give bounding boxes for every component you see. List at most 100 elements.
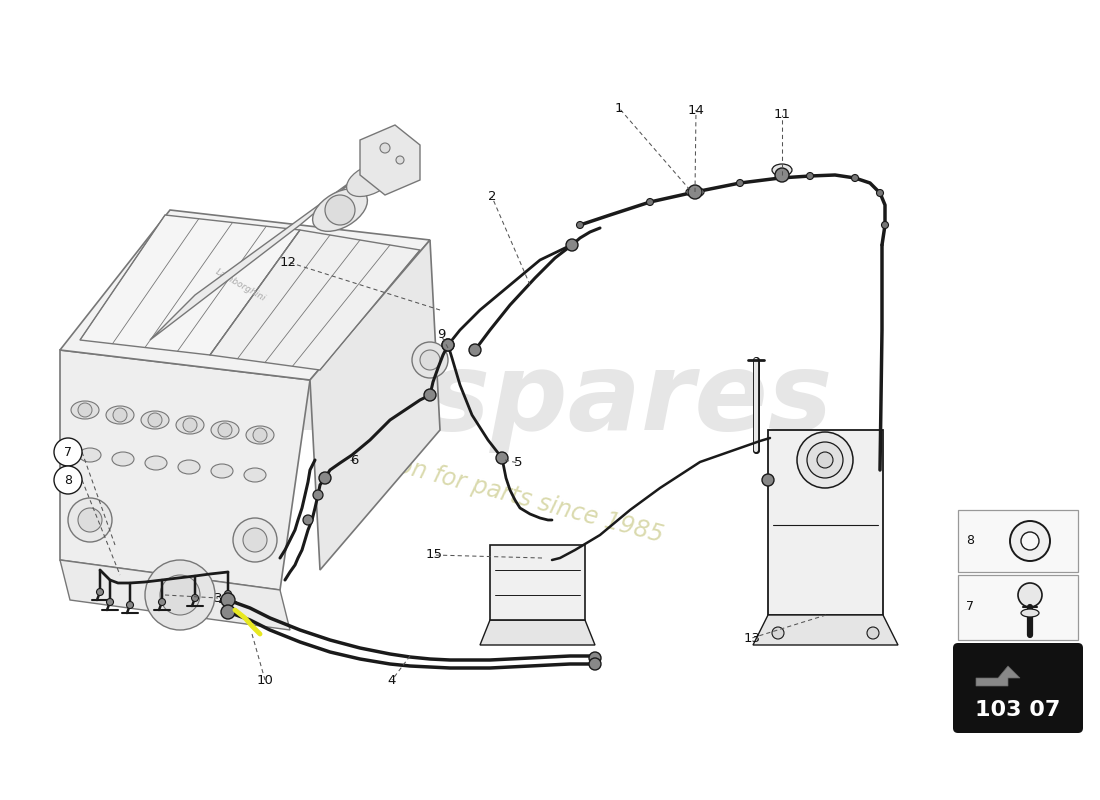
Text: 7: 7 — [966, 601, 974, 614]
Circle shape — [1010, 521, 1050, 561]
Circle shape — [126, 602, 133, 609]
Polygon shape — [360, 125, 420, 195]
Text: 4: 4 — [388, 674, 396, 686]
Text: Lamborghini: Lamborghini — [213, 267, 266, 303]
Ellipse shape — [772, 164, 792, 176]
Circle shape — [817, 452, 833, 468]
Ellipse shape — [112, 452, 134, 466]
Bar — [490, 545, 585, 620]
Circle shape — [396, 156, 404, 164]
Circle shape — [566, 239, 578, 251]
Ellipse shape — [211, 464, 233, 478]
Ellipse shape — [1021, 609, 1040, 617]
Text: 15: 15 — [426, 549, 442, 562]
Bar — [768, 430, 883, 615]
Ellipse shape — [244, 468, 266, 482]
Circle shape — [1018, 583, 1042, 607]
Circle shape — [243, 528, 267, 552]
Circle shape — [588, 658, 601, 670]
Circle shape — [145, 560, 214, 630]
Polygon shape — [80, 215, 300, 355]
Text: 8: 8 — [966, 534, 974, 547]
Bar — [958, 575, 1078, 640]
Circle shape — [54, 438, 82, 466]
Circle shape — [158, 598, 165, 606]
Circle shape — [442, 339, 454, 351]
Ellipse shape — [141, 411, 169, 429]
Circle shape — [113, 408, 127, 422]
Circle shape — [424, 389, 436, 401]
Circle shape — [221, 593, 235, 607]
Text: 7: 7 — [64, 446, 72, 458]
Circle shape — [97, 589, 103, 595]
Text: 103 07: 103 07 — [976, 700, 1060, 720]
Circle shape — [807, 442, 843, 478]
Circle shape — [319, 472, 331, 484]
Text: a passion for parts since 1985: a passion for parts since 1985 — [315, 432, 666, 548]
Circle shape — [160, 575, 200, 615]
Polygon shape — [310, 240, 440, 570]
Circle shape — [302, 515, 313, 525]
Text: 5: 5 — [514, 457, 522, 470]
Ellipse shape — [246, 426, 274, 444]
Circle shape — [107, 598, 113, 606]
Text: 9: 9 — [437, 329, 446, 342]
Polygon shape — [976, 666, 1020, 686]
Bar — [958, 510, 1078, 572]
Circle shape — [54, 466, 82, 494]
Circle shape — [78, 508, 102, 532]
Circle shape — [78, 403, 92, 417]
Ellipse shape — [106, 406, 134, 424]
Circle shape — [688, 185, 702, 199]
Ellipse shape — [686, 187, 704, 197]
Text: 2: 2 — [487, 190, 496, 203]
Polygon shape — [210, 230, 420, 370]
Circle shape — [1021, 532, 1040, 550]
Polygon shape — [150, 175, 360, 340]
Text: 3: 3 — [213, 591, 222, 605]
Text: 1: 1 — [615, 102, 624, 114]
Text: 13: 13 — [744, 631, 760, 645]
Polygon shape — [60, 210, 430, 380]
Circle shape — [379, 143, 390, 153]
Text: 10: 10 — [256, 674, 274, 686]
Polygon shape — [480, 620, 595, 645]
Polygon shape — [60, 350, 310, 590]
Ellipse shape — [72, 401, 99, 419]
Circle shape — [68, 498, 112, 542]
Ellipse shape — [211, 421, 239, 439]
Text: 11: 11 — [773, 109, 791, 122]
Circle shape — [420, 350, 440, 370]
Circle shape — [253, 428, 267, 442]
Circle shape — [772, 627, 784, 639]
Circle shape — [762, 474, 774, 486]
Circle shape — [798, 432, 852, 488]
Circle shape — [191, 594, 198, 602]
Ellipse shape — [312, 189, 367, 231]
Text: 12: 12 — [279, 255, 297, 269]
Ellipse shape — [145, 456, 167, 470]
Circle shape — [867, 627, 879, 639]
Circle shape — [851, 174, 858, 182]
Ellipse shape — [79, 448, 101, 462]
Text: 14: 14 — [688, 103, 704, 117]
Ellipse shape — [176, 416, 204, 434]
Circle shape — [588, 652, 601, 664]
Ellipse shape — [178, 460, 200, 474]
Circle shape — [881, 222, 889, 229]
Circle shape — [442, 339, 454, 351]
Circle shape — [737, 179, 744, 186]
Circle shape — [148, 413, 162, 427]
Polygon shape — [60, 560, 290, 630]
Circle shape — [224, 590, 231, 598]
Polygon shape — [754, 615, 898, 645]
FancyBboxPatch shape — [953, 643, 1084, 733]
Circle shape — [324, 195, 355, 225]
Circle shape — [776, 168, 789, 182]
Circle shape — [877, 190, 883, 197]
Circle shape — [496, 452, 508, 464]
Circle shape — [576, 222, 583, 229]
Circle shape — [314, 490, 323, 500]
Circle shape — [218, 423, 232, 437]
Circle shape — [412, 342, 448, 378]
